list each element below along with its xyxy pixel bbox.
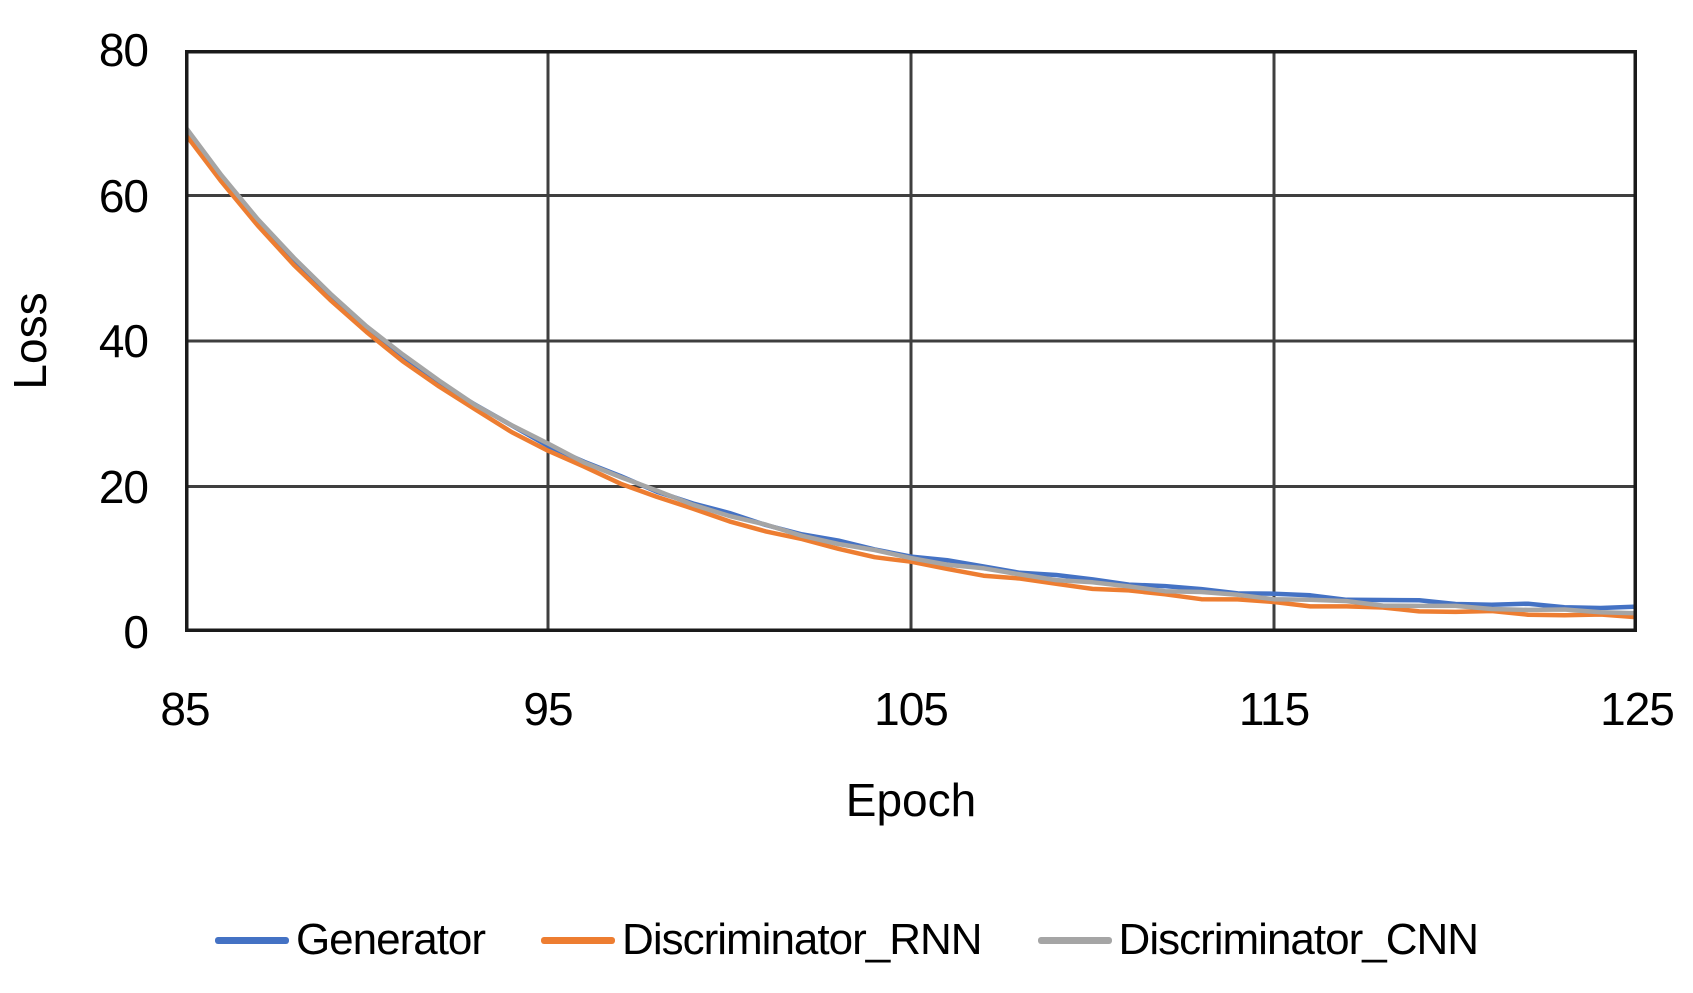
- plot-area: [185, 50, 1637, 632]
- y-tick-label: 80: [98, 24, 149, 76]
- x-tick-label: 95: [523, 683, 573, 735]
- legend-item-discriminator_rnn: Discriminator_RNN: [541, 915, 983, 964]
- legend-line-swatch: [541, 936, 616, 944]
- plot-border: [185, 50, 1637, 632]
- legend-line-swatch: [214, 936, 289, 944]
- legend-label: Discriminator_CNN: [1118, 915, 1479, 964]
- y-axis-title: Loss: [4, 292, 56, 390]
- legend-line-swatch: [1037, 936, 1112, 944]
- y-tick-label: 60: [98, 169, 149, 222]
- x-tick-label: 115: [1238, 683, 1310, 735]
- y-tick-label: 0: [123, 606, 149, 658]
- chart-legend: Generator Discriminator_RNN Discriminator_…: [0, 918, 1693, 962]
- x-axis-title: Epoch: [845, 774, 977, 826]
- legend-label: Discriminator_RNN: [622, 915, 982, 964]
- y-tick-label: 40: [98, 315, 149, 367]
- x-tick-label: 125: [1600, 683, 1675, 735]
- series-line-discriminator_cnn: [185, 124, 1637, 616]
- legend-label: Generator: [295, 915, 486, 964]
- series-line-discriminator_rnn: [185, 131, 1637, 620]
- legend-item-generator: Generator: [214, 915, 486, 964]
- x-tick-label: 85: [160, 683, 210, 735]
- y-tick-label: 20: [98, 460, 149, 513]
- x-tick-label: 105: [874, 683, 949, 735]
- legend-item-discriminator_cnn: Discriminator_CNN: [1037, 915, 1479, 964]
